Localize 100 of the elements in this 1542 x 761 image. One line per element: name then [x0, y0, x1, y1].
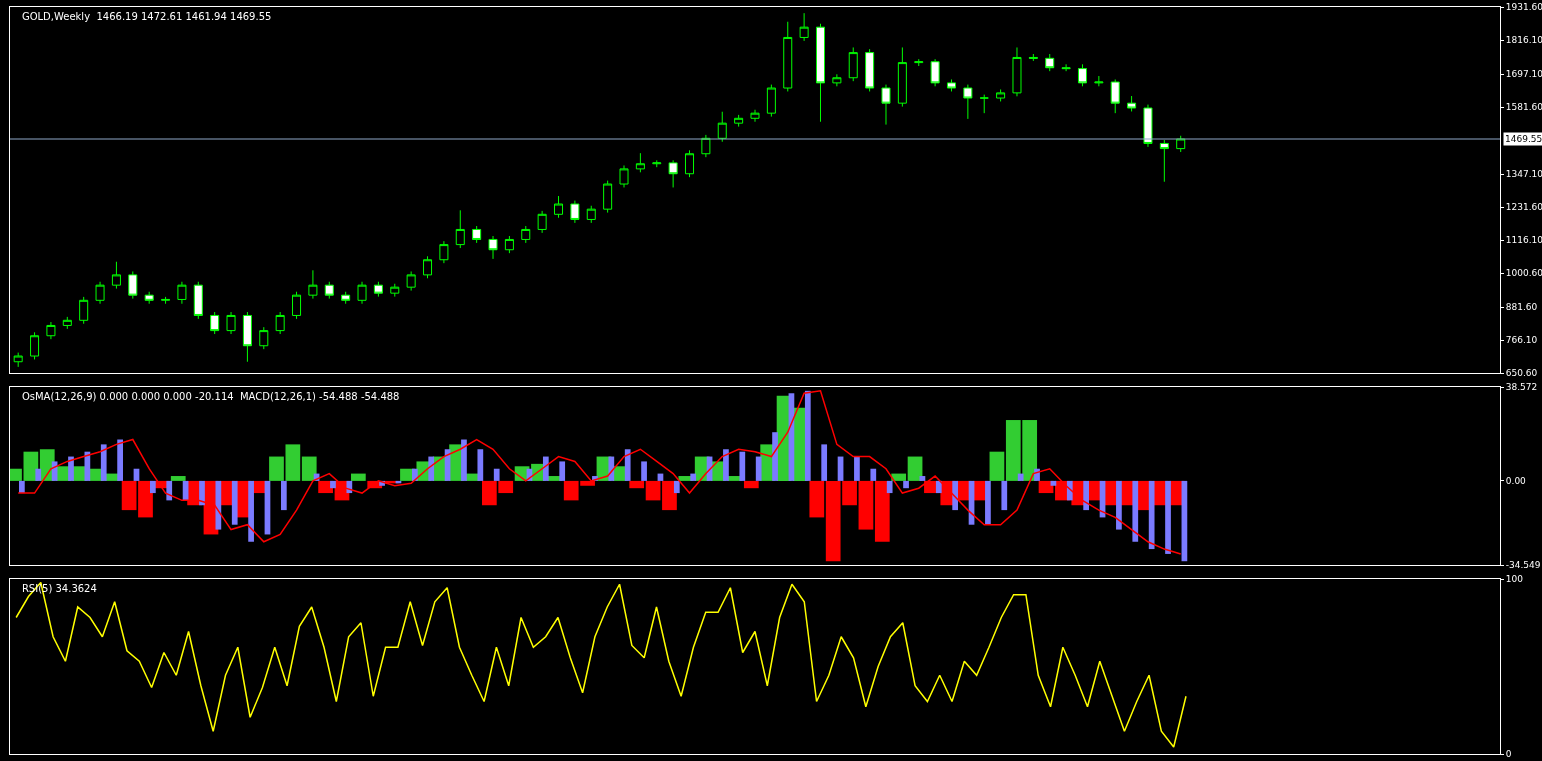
candlestick	[144, 291, 154, 305]
bar	[117, 439, 123, 481]
bar	[935, 480, 942, 494]
bar	[231, 480, 238, 525]
y-tick-label: 1000.60	[1505, 268, 1542, 279]
candlestick	[357, 281, 367, 305]
candlestick	[406, 270, 416, 292]
bar	[755, 456, 762, 481]
bar	[907, 456, 923, 481]
candlestick	[308, 269, 318, 300]
bar	[874, 480, 890, 542]
candlestick	[1110, 78, 1120, 114]
bar	[1066, 480, 1073, 501]
candlestick	[324, 281, 334, 300]
bar	[1083, 480, 1090, 511]
y-tick-label: 1581.60	[1505, 102, 1542, 113]
candlestick	[259, 326, 269, 350]
candlestick	[30, 331, 40, 360]
candlestick	[832, 73, 842, 87]
y-tick-label: 1116.10	[1505, 235, 1542, 246]
candlestick	[521, 225, 531, 244]
candlestick	[111, 261, 121, 290]
candlestick	[750, 109, 760, 123]
y-tick-label: 1231.60	[1505, 202, 1542, 213]
candlestick	[815, 23, 826, 123]
candlestick	[684, 149, 695, 178]
y-tick-label: 38.572	[1505, 382, 1538, 393]
bar	[149, 480, 156, 494]
bar	[35, 468, 42, 481]
bar	[690, 473, 697, 481]
bar	[493, 468, 500, 481]
candlestick	[635, 152, 645, 173]
candlestick	[554, 195, 564, 219]
bar	[739, 451, 746, 481]
bar	[804, 390, 811, 481]
y-tick-label: 1931.60	[1505, 2, 1542, 13]
candlestick	[734, 114, 744, 128]
candlestick	[226, 311, 236, 335]
candlestick	[914, 58, 924, 67]
candlestick	[1061, 63, 1071, 72]
chart-title: OsMA(12,26,9) 0.000 0.000 0.000 -20.114 MACD(12,26,1) -54.488 -54.488	[21, 391, 400, 402]
bar	[743, 480, 759, 489]
y-tick-label: 100	[1505, 574, 1524, 585]
candlestick	[341, 291, 351, 305]
candlestick	[1094, 75, 1104, 87]
y-tick-label: 1816.10	[1505, 35, 1542, 46]
bar	[821, 444, 828, 481]
bar	[723, 449, 729, 481]
bar	[461, 439, 467, 481]
bar	[428, 456, 435, 481]
candlestick	[95, 281, 105, 305]
candlestick	[423, 255, 433, 279]
candlestick	[881, 84, 891, 126]
candlestick	[603, 180, 613, 214]
bar	[952, 480, 959, 511]
candlestick	[963, 84, 973, 120]
candlestick	[848, 46, 858, 82]
candlestick	[177, 281, 187, 305]
bar	[1116, 480, 1122, 530]
bar	[215, 480, 222, 530]
bar	[477, 449, 484, 481]
y-tick-label: 650.60	[1505, 368, 1538, 379]
candlestick	[455, 209, 465, 249]
candlestick	[717, 111, 727, 143]
candlestick	[1127, 95, 1137, 112]
y-tick-label: 1347.10	[1505, 169, 1542, 180]
candlestick	[619, 164, 629, 188]
candlestick	[504, 235, 514, 254]
candlestick	[390, 283, 400, 298]
candlestick	[979, 94, 989, 114]
line-series	[15, 581, 1187, 748]
bar	[608, 456, 615, 481]
candlestick	[242, 311, 252, 363]
candlestick	[783, 21, 793, 92]
bar	[100, 444, 107, 481]
candlestick	[472, 225, 482, 244]
bar	[1001, 480, 1008, 511]
bar	[858, 480, 874, 530]
candlestick	[1159, 139, 1169, 183]
bar	[641, 461, 647, 481]
bar	[673, 480, 680, 494]
bar	[248, 480, 254, 542]
y-tick-label: 881.60	[1505, 302, 1538, 313]
y-tick-label: 1697.10	[1505, 69, 1542, 80]
bar	[809, 480, 825, 518]
candlestick	[128, 270, 138, 300]
bar	[891, 473, 907, 481]
ref-line-label: 1469.55	[1505, 134, 1542, 144]
candlestick	[1077, 63, 1087, 87]
candlestick	[1028, 53, 1038, 62]
bar	[1148, 480, 1155, 550]
bar	[1165, 480, 1171, 554]
candlestick	[79, 296, 89, 325]
bar	[985, 480, 991, 525]
candlestick	[652, 159, 662, 168]
bar	[170, 476, 186, 481]
candlestick	[570, 200, 580, 224]
candlestick	[193, 281, 203, 320]
bar	[662, 480, 677, 511]
bar	[624, 449, 631, 481]
